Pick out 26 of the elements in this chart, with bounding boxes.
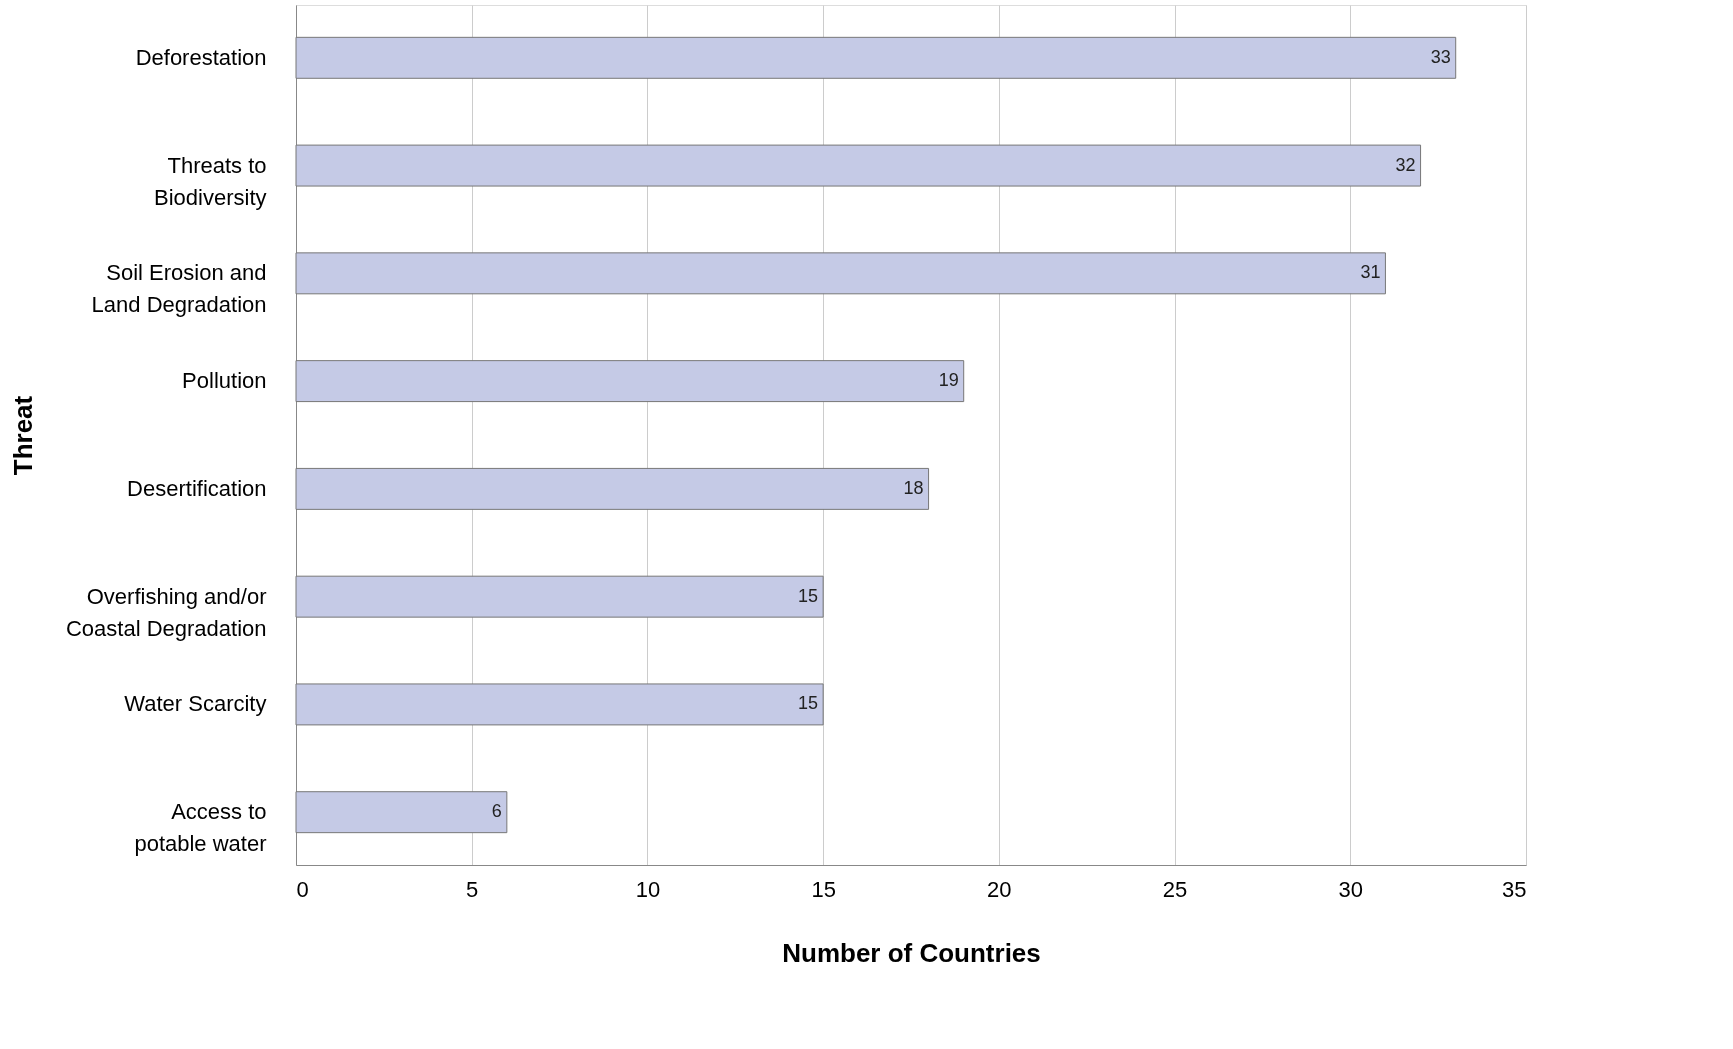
data-label: 6 (491, 801, 502, 822)
y-tick-label: Desertification (127, 475, 267, 501)
y-tick-label: Pollution (182, 368, 267, 394)
data-label: 31 (1360, 262, 1381, 283)
data-label: 18 (903, 477, 924, 498)
y-tick-label: Soil Erosion and Land Degradation (91, 260, 267, 318)
y-tick-label: Access to potable water (134, 799, 267, 857)
x-tick-label: 35 (1502, 876, 1527, 902)
data-label: 15 (798, 693, 819, 714)
y-tick-label: Threats to Biodiversity (154, 152, 267, 210)
x-tick-label: 15 (811, 876, 836, 902)
data-label: 32 (1395, 154, 1416, 175)
y-tick-label: Deforestation (135, 44, 267, 70)
data-label: 33 (1430, 46, 1451, 67)
x-tick-label: 0 (296, 876, 309, 902)
y-tick-label: Water Scarcity (124, 691, 267, 717)
x-axis-title: Number of Countries (782, 937, 1041, 968)
y-axis-title: Threat (7, 395, 38, 476)
y-tick-label: Overfishing and/or Coastal Degradation (65, 583, 267, 641)
x-tick-label: 5 (466, 876, 479, 902)
data-label: 19 (938, 370, 959, 391)
x-tick-label: 10 (635, 876, 661, 902)
data-label: 15 (798, 585, 819, 606)
x-tick-label: 20 (987, 876, 1012, 902)
x-tick-label: 30 (1338, 876, 1364, 902)
x-tick-label: 25 (1162, 876, 1188, 902)
